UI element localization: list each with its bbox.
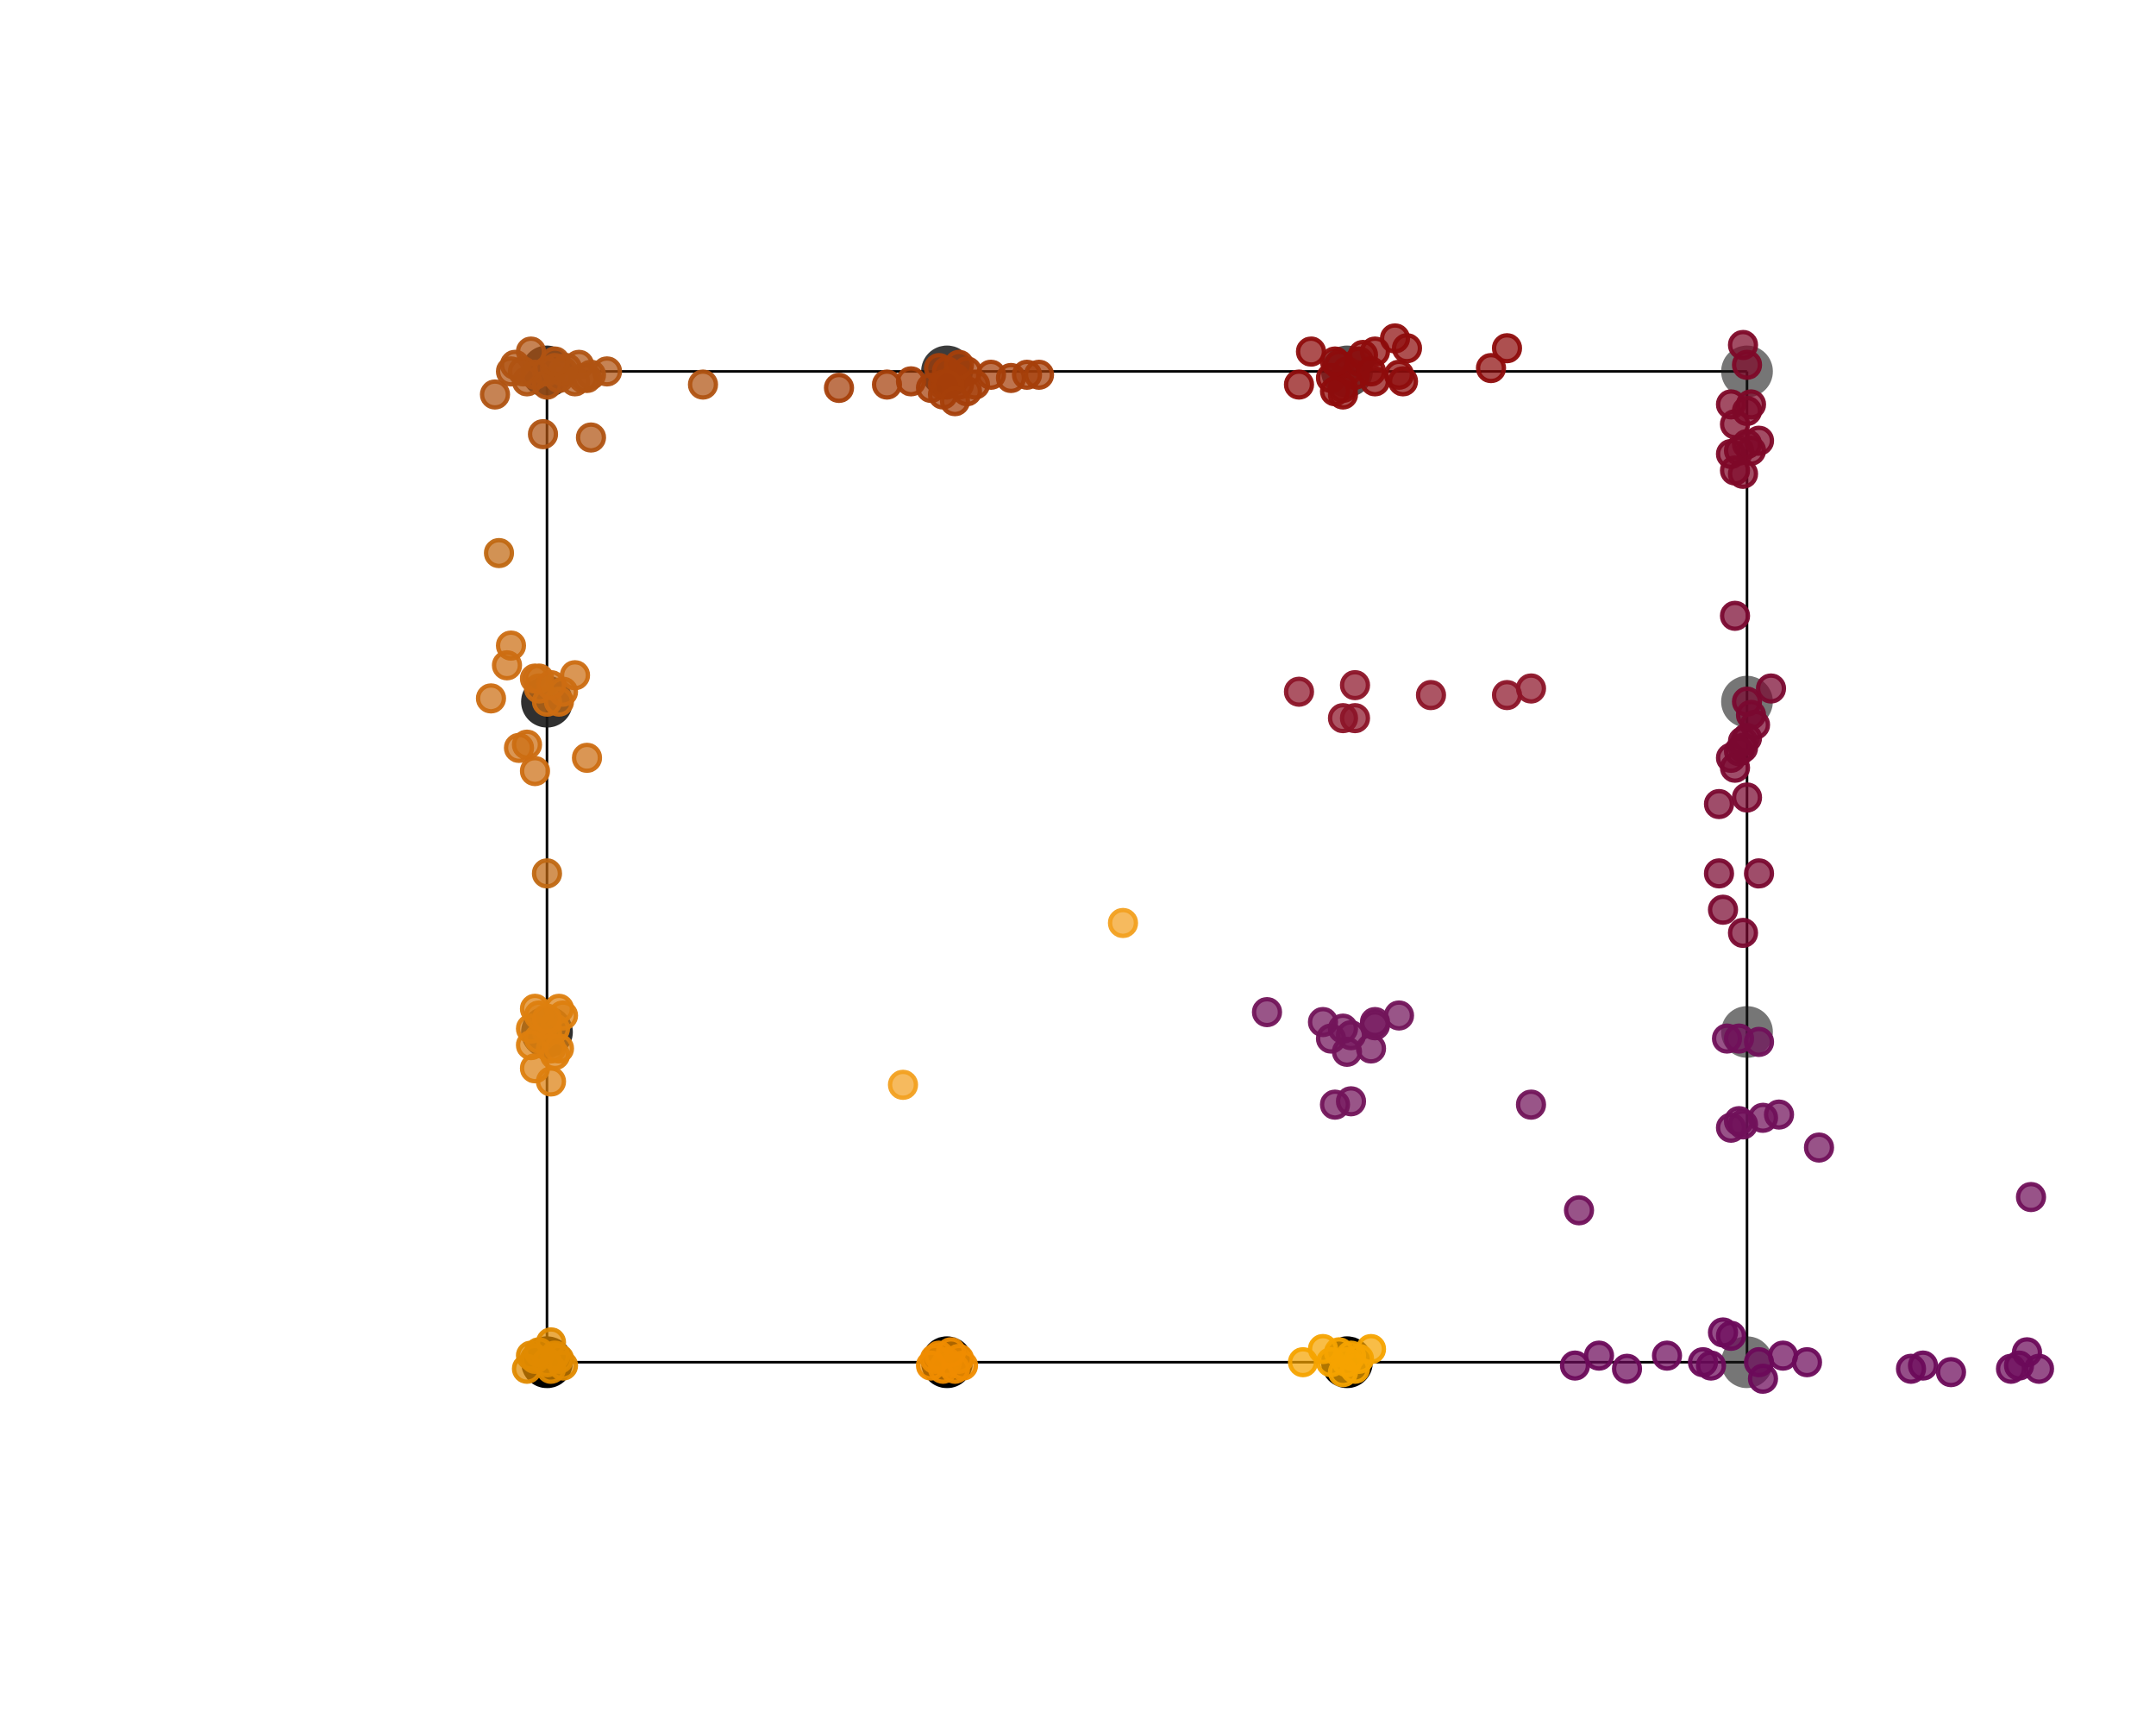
data-point bbox=[1727, 1109, 1758, 1140]
data-point bbox=[939, 386, 970, 417]
data-point bbox=[1307, 1333, 1338, 1364]
data-point bbox=[519, 756, 550, 787]
data-point bbox=[484, 537, 515, 568]
data-point bbox=[2023, 1353, 2054, 1384]
data-point bbox=[1767, 1340, 1798, 1371]
data-point bbox=[1935, 1357, 1966, 1388]
data-point bbox=[1732, 349, 1763, 380]
point-series-9 bbox=[1283, 669, 1546, 734]
point-series-0 bbox=[511, 1327, 579, 1384]
data-point bbox=[1339, 703, 1370, 734]
point-series-4 bbox=[475, 630, 603, 787]
data-point bbox=[1720, 600, 1751, 631]
data-point bbox=[523, 1337, 555, 1368]
data-point bbox=[1703, 858, 1734, 889]
data-point bbox=[1339, 669, 1370, 700]
data-point bbox=[895, 366, 926, 397]
data-point bbox=[1791, 1346, 1822, 1377]
point-series-11 bbox=[1703, 600, 1787, 949]
data-point bbox=[1756, 673, 1787, 704]
point-series-2 bbox=[1288, 1333, 1387, 1388]
data-point bbox=[1564, 1195, 1595, 1226]
data-point bbox=[1380, 323, 1411, 354]
data-point bbox=[1319, 376, 1351, 407]
data-point bbox=[1727, 918, 1758, 949]
data-point bbox=[1476, 353, 1507, 384]
point-series-3 bbox=[516, 994, 579, 1097]
data-point bbox=[475, 683, 506, 714]
data-point bbox=[1744, 858, 1775, 889]
data-point bbox=[872, 369, 903, 400]
data-point bbox=[1715, 1320, 1746, 1352]
data-point bbox=[1735, 389, 1766, 420]
point-series-8 bbox=[1283, 323, 1522, 410]
data-point bbox=[1319, 346, 1351, 377]
data-point bbox=[548, 1350, 579, 1381]
data-point bbox=[1727, 725, 1758, 756]
point-series-12 bbox=[1251, 996, 1546, 1120]
data-point bbox=[1651, 1340, 1683, 1371]
data-point bbox=[575, 422, 606, 453]
data-point bbox=[1747, 1364, 1778, 1395]
data-point bbox=[531, 1003, 562, 1034]
data-point bbox=[1732, 782, 1763, 813]
data-point bbox=[1515, 1089, 1546, 1120]
data-point bbox=[1251, 996, 1282, 1027]
data-point bbox=[1491, 680, 1522, 711]
point-series-10 bbox=[1715, 329, 1775, 489]
data-point bbox=[687, 369, 718, 400]
point-series-7 bbox=[824, 349, 1055, 417]
data-point bbox=[1356, 356, 1387, 387]
data-point bbox=[1107, 907, 1138, 938]
data-point bbox=[1612, 1353, 1643, 1384]
data-point bbox=[1515, 673, 1546, 704]
data-point bbox=[824, 373, 855, 404]
data-point bbox=[1491, 333, 1522, 364]
point-series-13 bbox=[1564, 1023, 2046, 1226]
data-point bbox=[1583, 1340, 1614, 1371]
data-point bbox=[887, 1070, 918, 1101]
data-point bbox=[572, 743, 603, 774]
point-series-5 bbox=[484, 537, 562, 889]
data-point bbox=[1703, 788, 1734, 819]
data-point bbox=[1908, 1350, 1939, 1381]
data-point bbox=[1336, 1340, 1367, 1371]
data-point bbox=[536, 1066, 567, 1097]
point-series-14 bbox=[1559, 1317, 2054, 1395]
data-point bbox=[504, 732, 535, 763]
data-point bbox=[543, 1033, 574, 1064]
point-series-6 bbox=[479, 336, 718, 453]
data-point bbox=[540, 346, 571, 377]
point-series-15 bbox=[887, 907, 1138, 1101]
data-point bbox=[1283, 369, 1314, 400]
data-point bbox=[536, 669, 567, 700]
data-point bbox=[1383, 1000, 1414, 1031]
data-point bbox=[1735, 699, 1766, 731]
data-point bbox=[1727, 458, 1758, 489]
data-point bbox=[2015, 1182, 2046, 1213]
data-point bbox=[1024, 359, 1055, 390]
data-point bbox=[492, 649, 523, 681]
data-point bbox=[1336, 1019, 1367, 1051]
data-point bbox=[1383, 359, 1414, 390]
data-point bbox=[1415, 680, 1446, 711]
data-point bbox=[1336, 1086, 1367, 1117]
scatter-points bbox=[475, 323, 2054, 1395]
data-point bbox=[1708, 894, 1739, 925]
data-point bbox=[1695, 1350, 1727, 1381]
data-point bbox=[531, 858, 562, 889]
data-point bbox=[528, 418, 559, 449]
data-point bbox=[507, 356, 538, 387]
data-point bbox=[479, 379, 511, 410]
data-point bbox=[1744, 1026, 1775, 1057]
point-series-1 bbox=[916, 1337, 979, 1384]
data-point bbox=[1803, 1132, 1834, 1163]
data-point bbox=[1283, 676, 1314, 707]
data-point bbox=[916, 1350, 947, 1381]
